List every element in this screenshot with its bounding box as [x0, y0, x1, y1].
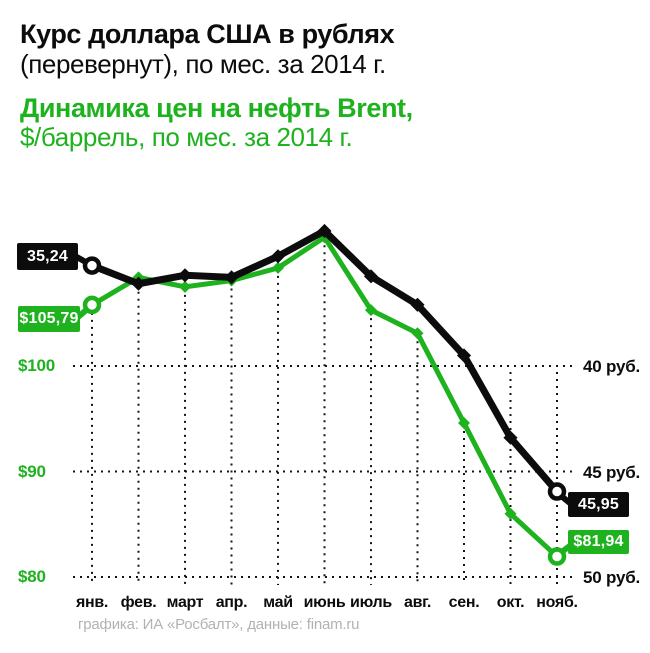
brent-end-marker [547, 547, 567, 566]
rub-axis-tick-label: 45 руб. [583, 463, 641, 482]
rub-start-marker [82, 256, 102, 275]
title-usd-rate: Курс доллара США в рублях [20, 19, 395, 49]
rub-start-value-badge: 35,24 [17, 243, 78, 270]
x-axis-month-label: март [166, 594, 204, 611]
rub-point-marker [317, 223, 332, 239]
brent-start-value-badge: $105,79 [18, 306, 80, 332]
rub-point-marker [363, 269, 379, 284]
title-usd-rate-subtitle: (перевернут), по мес. за 2014 г. [20, 49, 386, 79]
rub-axis-tick-label: 50 руб. [583, 568, 641, 587]
usd-axis-tick-label: $90 [18, 462, 46, 481]
title-brent-price-subtitle: $/баррель, по мес. за 2014 г. [20, 122, 353, 152]
rub-point-marker [177, 268, 193, 283]
x-axis-month-label: авг. [403, 594, 432, 611]
rub-point-marker [410, 297, 425, 312]
x-axis-month-label: июнь [303, 594, 346, 611]
rub-point-marker [456, 348, 472, 363]
x-axis-month-label: янв. [75, 594, 109, 611]
brent-end-value-badge: $81,94 [568, 530, 629, 554]
x-axis-month-label: май [263, 594, 293, 611]
x-axis-month-label: нояб. [536, 594, 578, 611]
x-axis-month-label: фев. [120, 594, 157, 611]
rub-point-marker [270, 249, 286, 264]
brent-start-marker [82, 295, 102, 315]
brent-end-value: $81,94 [573, 533, 624, 550]
rub-point-marker [503, 430, 518, 445]
title-brent-price: Динамика цен на нефть Brent, [20, 93, 413, 123]
rub-point-marker [131, 276, 146, 291]
rub-end-marker [547, 482, 567, 501]
x-axis-month-label: сен. [448, 594, 480, 611]
rub-line [90, 226, 560, 494]
brent-point-marker [178, 280, 192, 293]
rub-end-value: 45,95 [577, 495, 620, 513]
rub-end-value-badge: 45,95 [568, 492, 629, 517]
x-axis-month-label: окт. [496, 594, 525, 611]
usd-axis-tick-label: $100 [18, 356, 56, 375]
rub-point-marker [224, 270, 239, 285]
x-axis-month-label: июль [350, 594, 392, 611]
brent-start-value: $105,79 [19, 310, 79, 327]
x-axis-month-label: апр. [215, 594, 248, 611]
credits-line: графика: ИА «Росбалт», данные: finam.ru [78, 616, 360, 633]
usd-axis-tick-label: $80 [18, 567, 46, 586]
rub-start-value: 35,24 [26, 247, 69, 265]
rub-axis-tick-label: 40 руб. [583, 357, 641, 376]
